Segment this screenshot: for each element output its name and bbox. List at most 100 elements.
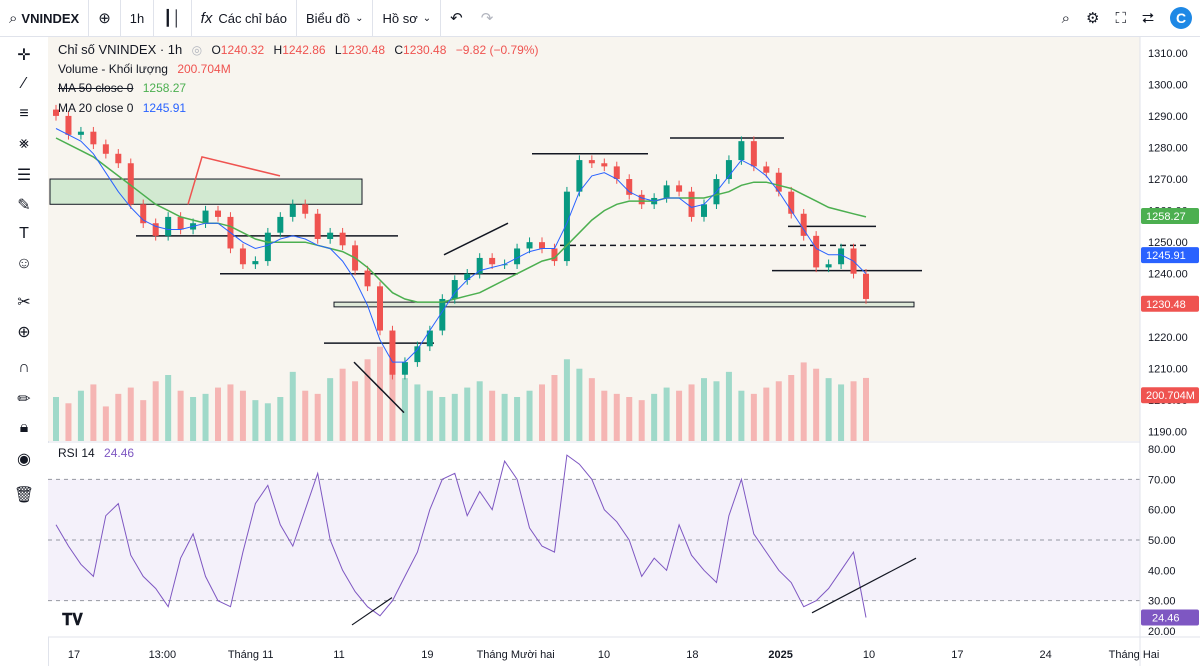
candle-body <box>115 153 122 164</box>
time-tick-label: 17 <box>951 649 963 661</box>
volume-bar <box>152 381 159 441</box>
candle-body <box>327 232 334 239</box>
lock-drawing-icon[interactable]: ✏ <box>17 391 31 408</box>
candle-body <box>215 210 221 217</box>
horizontal-lines-icon[interactable]: ≡ <box>19 105 29 122</box>
ruler-icon[interactable]: ✂ <box>17 294 31 311</box>
rsi-legend: RSI 14 24.46 <box>58 446 140 460</box>
price-label-text: 1245.91 <box>1146 250 1186 262</box>
share-button[interactable]: ⮂ <box>1134 0 1162 36</box>
pattern-icon[interactable]: ⨳ <box>19 135 29 152</box>
brand-logo: C <box>1162 0 1200 36</box>
compare-button[interactable]: ⊕ <box>89 0 121 36</box>
volume-bar <box>663 387 670 441</box>
time-tick-label: Tháng Mười hai <box>477 649 555 661</box>
volume-bar <box>763 387 770 441</box>
candle-body <box>302 204 309 214</box>
magnet-icon[interactable]: ∩ <box>18 359 30 376</box>
symbol-label: VNINDEX <box>21 10 80 26</box>
legend-dots-icon: ◎ <box>191 43 203 57</box>
price-label-text: 1230.48 <box>1146 299 1186 311</box>
volume-bar <box>264 403 271 441</box>
text-icon[interactable]: T <box>19 225 29 242</box>
rsi-tick-label: 70.00 <box>1148 474 1176 486</box>
settings-button[interactable]: ⚙ <box>1078 0 1107 36</box>
close-value: 1230.48 <box>403 43 447 57</box>
search-zoom-button[interactable]: ⌕ <box>1054 0 1078 36</box>
candle-body <box>102 144 109 154</box>
eye-icon[interactable]: ◉ <box>17 451 31 468</box>
redo-button[interactable]: ↷ <box>472 0 503 36</box>
profile-menu-label: Hồ sơ <box>382 10 418 26</box>
interval-button[interactable]: 1h <box>121 0 155 36</box>
indicators-button[interactable]: fx Các chỉ báo <box>192 0 297 36</box>
volume-bar <box>451 393 458 441</box>
price-tick-label: 1210.00 <box>1148 363 1188 375</box>
volume-bar <box>750 393 757 441</box>
candle-style-button[interactable]: ┃│ <box>154 0 192 36</box>
rsi-label-text: 24.46 <box>1152 612 1180 624</box>
volume-bar <box>401 378 408 441</box>
magnify-icon: ⌕ <box>1061 9 1071 27</box>
volume-value: 200.704M <box>177 62 231 76</box>
fullscreen-button[interactable]: ⛶ <box>1107 0 1134 36</box>
trash-icon[interactable]: 🗑︎ <box>13 487 35 504</box>
ma20-label: MA 20 close 0 <box>58 101 134 115</box>
price-tick-label: 1220.00 <box>1148 332 1188 344</box>
ma50-label: MA 50 close 0 <box>58 81 134 95</box>
emoji-icon[interactable]: ☺ <box>15 255 33 272</box>
volume-bar <box>302 390 309 441</box>
zoom-in-icon[interactable]: ⊕ <box>17 324 31 341</box>
brush-icon[interactable]: ✎ <box>17 197 31 214</box>
candle-body <box>813 235 820 268</box>
price-tick-label: 1240.00 <box>1148 269 1188 281</box>
price-tick-label: 1270.00 <box>1148 174 1188 186</box>
fib-icon[interactable]: ☰ <box>16 167 32 184</box>
volume-bar <box>352 381 359 441</box>
volume-bars <box>53 346 869 441</box>
lock-icon[interactable]: 🔒︎ <box>19 419 29 436</box>
high-label: H <box>273 43 283 57</box>
chart-area[interactable]: 1190.001200.001210.001220.001230.001240.… <box>48 37 1200 666</box>
undo-button[interactable]: ↶ <box>441 0 472 36</box>
candle-body <box>339 232 346 246</box>
ma20-legend: MA 20 close 0 1245.91 <box>58 101 192 115</box>
candle-body <box>65 115 72 135</box>
price-label-text: 200.704M <box>1146 390 1195 402</box>
share-icon: ⮂ <box>1141 9 1154 27</box>
ohlc-close: C1230.48 <box>394 43 446 57</box>
volume-bar <box>53 397 59 441</box>
time-tick-label: 24 <box>1040 649 1052 661</box>
candle-body <box>701 204 707 217</box>
price-label-box <box>1141 247 1199 264</box>
volume-bar <box>676 390 683 441</box>
symbol-search[interactable]: ⌕ VNINDEX <box>0 0 90 36</box>
volume-bar <box>165 375 172 441</box>
price-label-text: 1258.27 <box>1146 211 1186 223</box>
rsi-tick-label: 30.00 <box>1148 596 1176 608</box>
trend-line-icon[interactable]: ∕ <box>22 75 26 92</box>
volume-bar <box>252 400 259 441</box>
price-axis: 1190.001200.001210.001220.001230.001240.… <box>1141 48 1199 638</box>
candle-body <box>140 204 147 224</box>
candle-body <box>863 273 869 299</box>
profile-menu-button[interactable]: Hồ sơ ⌄ <box>373 0 442 36</box>
volume-bar <box>314 393 321 441</box>
top-toolbar: ⌕ VNINDEX ⊕ 1h ┃│ fx Các chỉ báo Biểu đồ… <box>0 0 1200 37</box>
volume-bar <box>788 375 795 441</box>
volume-bar <box>215 387 221 441</box>
crosshair-icon[interactable]: ✛ <box>17 47 31 64</box>
candle-body <box>439 298 446 331</box>
volume-bar <box>489 390 496 441</box>
rsi-pane <box>48 454 1140 626</box>
fx-icon: fx <box>200 9 213 27</box>
volume-bar <box>414 384 421 441</box>
time-axis: 17 13:00 Tháng 11 11 19 Tháng Mười hai 10 18 202… <box>48 636 1200 661</box>
ma50-value: 1258.27 <box>142 81 187 95</box>
chart-menu-button[interactable]: Biểu đồ ⌄ <box>297 0 374 36</box>
candle-body <box>389 330 396 375</box>
volume-bar <box>725 371 732 441</box>
candle-body <box>626 179 633 195</box>
candle-body <box>239 248 246 265</box>
volume-bar <box>389 365 396 441</box>
